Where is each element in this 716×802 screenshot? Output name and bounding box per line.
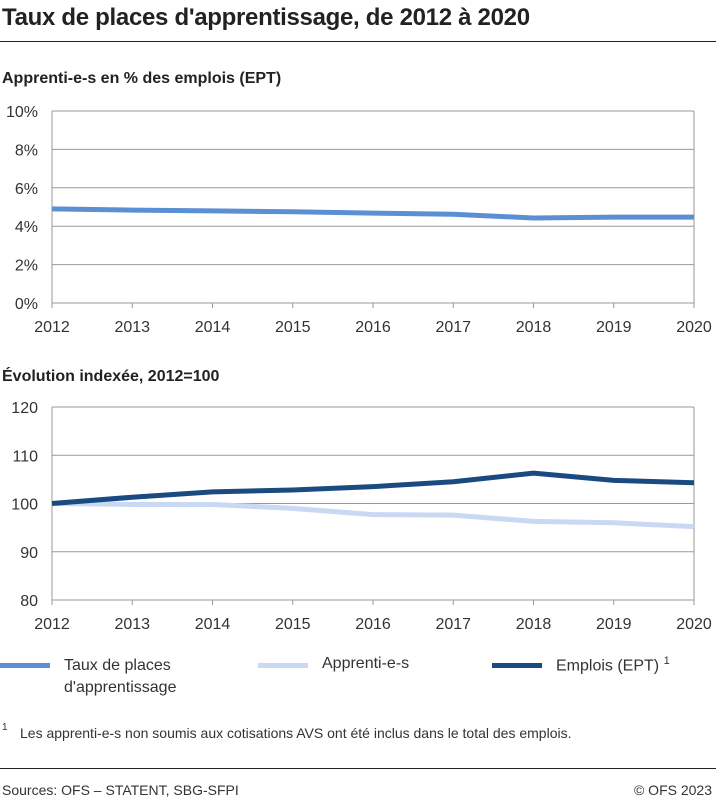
y-tick-label: 110 (12, 448, 38, 465)
series-line (51, 470, 695, 506)
y-tick-label: 2% (15, 258, 38, 275)
x-tick-label: 2019 (596, 319, 632, 336)
x-tick-label: 2019 (596, 616, 632, 633)
legend-swatch (258, 663, 308, 668)
x-tick-label: 2014 (195, 319, 231, 336)
divider (0, 768, 716, 769)
x-tick-label: 2015 (275, 616, 311, 633)
y-tick-label: 0% (15, 296, 38, 313)
chart2-title: Évolution indexée, 2012=100 (2, 368, 220, 385)
chart1-title: Apprenti-e-s en % des emplois (EPT) (2, 70, 282, 87)
legend-label: Apprenti-e-s (322, 655, 410, 672)
x-tick-label: 2014 (195, 616, 231, 633)
y-tick-label: 8% (15, 142, 38, 159)
chart1: 0% 2% 4% 6% 8% 10% 2012 2013 2014 2015 2016 2017 201… (6, 104, 712, 336)
y-tick-label: 90 (20, 545, 38, 562)
footnote-text: Les apprenti-e-s non soumis aux cotisati… (20, 725, 572, 741)
source: Sources: OFS – STATENT, SBG-SFPI (2, 782, 239, 798)
x-tick-label: 2017 (435, 319, 471, 336)
x-tick-label: 2018 (516, 616, 552, 633)
x-tick-label: 2013 (114, 616, 150, 633)
series-line (51, 206, 694, 221)
x-tick-label: 2020 (676, 616, 712, 633)
x-tick-label: 2016 (355, 616, 391, 633)
series-line (51, 501, 695, 530)
divider (0, 41, 716, 42)
x-tick-label: 2016 (355, 319, 391, 336)
y-tick-label: 6% (15, 181, 38, 198)
y-tick-label: 120 (11, 400, 38, 417)
legend-label: Emplois (EPT) (556, 657, 660, 675)
x-tick-label: 2013 (114, 319, 150, 336)
y-tick-label: 10% (6, 104, 38, 121)
x-tick-label: 2012 (34, 319, 70, 336)
chart2: 80 90 100 110 120 2012 2013 2014 2015 2016 2017 201… (11, 400, 712, 633)
legend-swatch (492, 663, 542, 668)
y-tick-label: 80 (20, 593, 38, 610)
footnote-marker: 1 (663, 655, 670, 667)
legend-label: Taux de places d'apprentissage (64, 657, 177, 696)
copyright: © OFS 2023 (633, 782, 712, 798)
legend: Taux de places d'apprentissage Apprenti-… (0, 655, 716, 705)
footnote-mark: 1 (2, 722, 8, 733)
x-tick-label: 2018 (516, 319, 552, 336)
chart-title: Taux de places d'apprentissage, de 2012 … (2, 4, 530, 31)
y-tick-label: 4% (15, 219, 38, 236)
legend-swatch (0, 663, 50, 668)
x-tick-label: 2015 (275, 319, 311, 336)
x-tick-label: 2012 (34, 616, 70, 633)
x-tick-label: 2017 (435, 616, 471, 633)
y-tick-label: 100 (11, 497, 38, 514)
x-tick-label: 2020 (676, 319, 712, 336)
